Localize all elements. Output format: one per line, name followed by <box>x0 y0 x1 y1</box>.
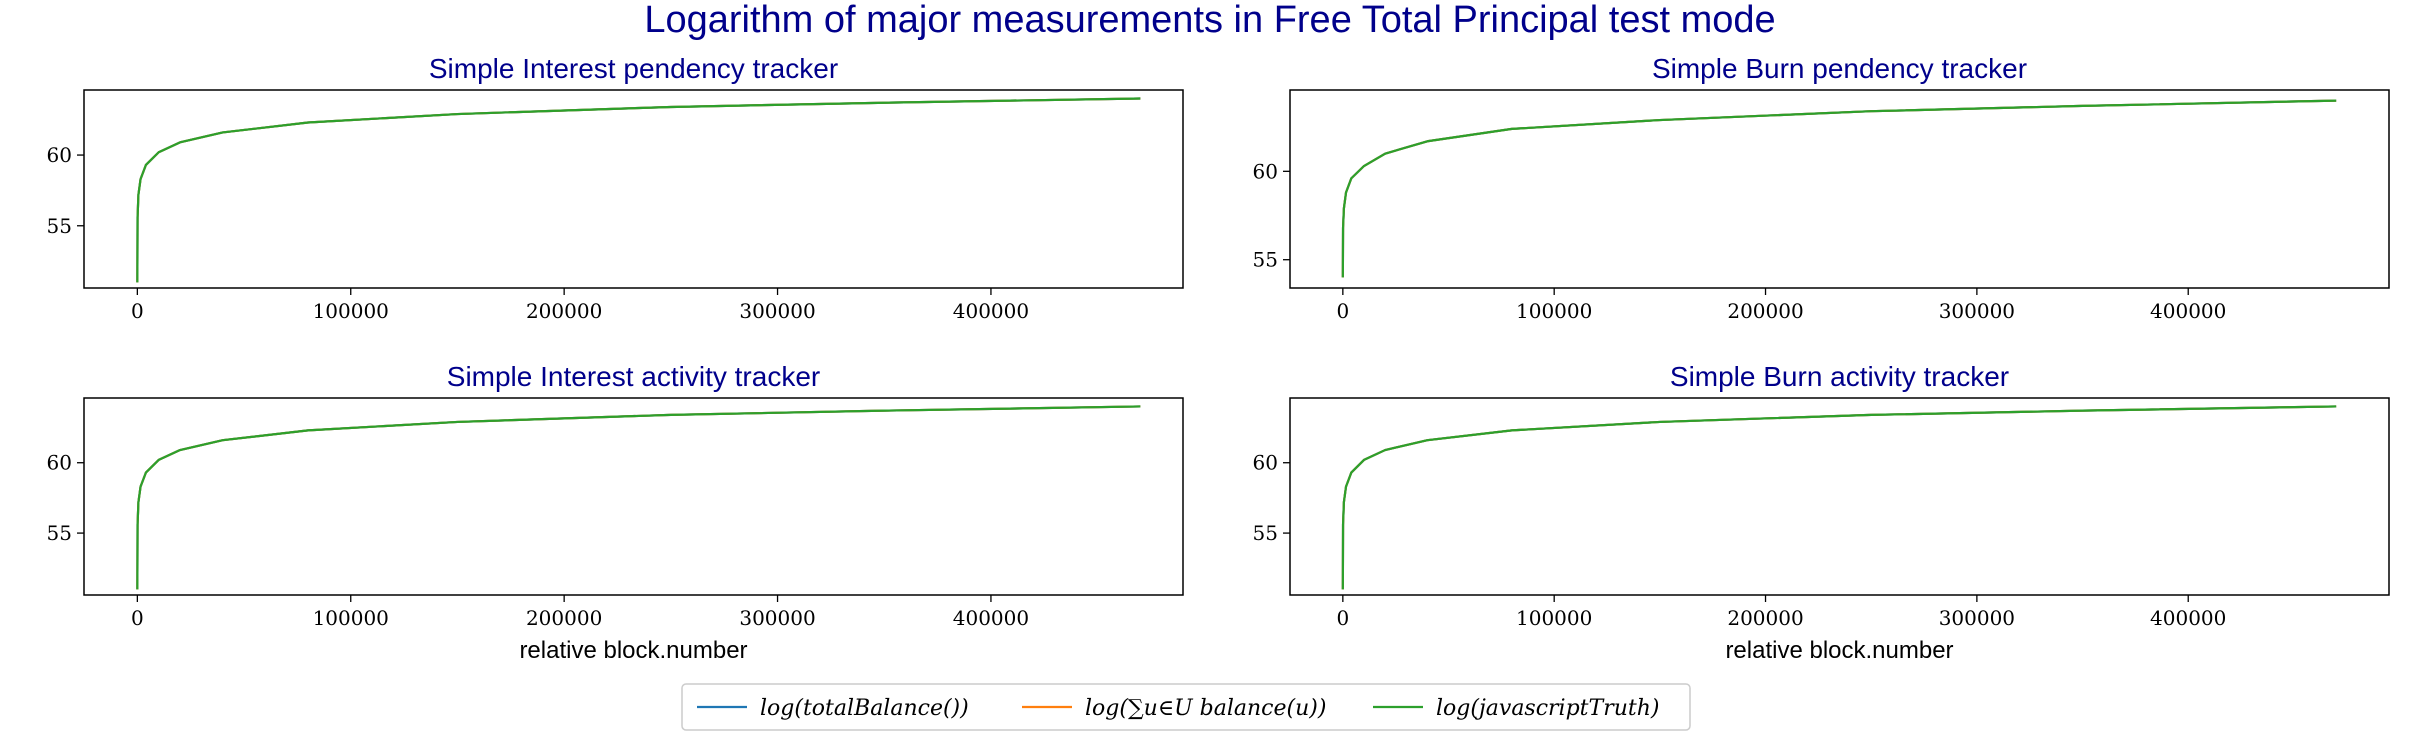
series-line-javascriptTruth <box>1341 405 2337 590</box>
x-tick-label: 400000 <box>2150 606 2226 630</box>
panel-4: Simple Burn activity tracker 0 100000 20000… <box>1253 361 2390 664</box>
x-tick-label: 100000 <box>1516 299 1592 323</box>
series-line-totalBalance <box>136 405 1141 590</box>
x-tick-label: 0 <box>1336 606 1349 630</box>
series-line-sumBalance <box>136 97 1141 283</box>
panels: Simple Interest pendency tracker 0 100000 2… <box>47 53 2390 664</box>
x-axis-label: relative block.number <box>519 637 747 664</box>
x-tick-label: 100000 <box>1516 606 1592 630</box>
axes-frame <box>83 397 1184 596</box>
axes-frame <box>83 89 1184 289</box>
x-tick-label: 300000 <box>1939 606 2015 630</box>
y-tick-label: 55 <box>1253 248 1278 272</box>
legend-label-javascript-truth: log(javascriptTruth) <box>1436 696 1659 721</box>
panel-3: Simple Interest activity tracker 0 100000 2… <box>47 361 1184 664</box>
x-tick-label: 100000 <box>313 606 389 630</box>
x-tick-label: 300000 <box>739 299 815 323</box>
series-line-totalBalance <box>136 97 1141 283</box>
x-tick-label: 200000 <box>1727 606 1803 630</box>
y-tick-label: 55 <box>1253 521 1278 545</box>
y-tick-label: 60 <box>47 451 72 475</box>
panel-title: Simple Burn pendency tracker <box>1652 53 2027 84</box>
panel-title: Simple Interest pendency tracker <box>429 53 838 84</box>
legend-frame <box>681 683 1691 731</box>
x-tick-label: 200000 <box>1727 299 1803 323</box>
axes-frame <box>1289 89 2390 289</box>
x-tick-label: 200000 <box>526 606 602 630</box>
series-line-totalBalance <box>1341 99 2337 278</box>
series-line-sumBalance <box>136 405 1141 590</box>
figure-title: Logarithm of major measurements in Free … <box>644 0 1775 41</box>
series-line-javascriptTruth <box>1341 99 2337 278</box>
panel-title: Simple Interest activity tracker <box>447 361 820 392</box>
panel-1: Simple Interest pendency tracker 0 100000 2… <box>47 53 1184 323</box>
x-tick-label: 0 <box>131 299 144 323</box>
series-line-javascriptTruth <box>136 405 1141 590</box>
legend-label-sum-balance: log(∑u∈U balance(u)) <box>1085 696 1326 721</box>
y-tick-label: 55 <box>47 521 72 545</box>
y-tick-label: 60 <box>47 143 72 167</box>
x-tick-label: 300000 <box>1939 299 2015 323</box>
series-line-totalBalance <box>1341 405 2337 590</box>
y-tick-label: 55 <box>47 214 72 238</box>
series-line-sumBalance <box>1341 405 2337 590</box>
panel-2: Simple Burn pendency tracker 0 100000 20000… <box>1253 53 2390 323</box>
legend-label-total-balance: log(totalBalance()) <box>760 696 969 721</box>
panel-title: Simple Burn activity tracker <box>1670 361 2009 392</box>
series-line-javascriptTruth <box>136 97 1141 283</box>
y-tick-label: 60 <box>1253 451 1278 475</box>
series-line-sumBalance <box>1341 99 2337 278</box>
x-tick-label: 300000 <box>739 606 815 630</box>
x-tick-label: 400000 <box>2150 299 2226 323</box>
x-tick-label: 200000 <box>526 299 602 323</box>
x-tick-label: 0 <box>131 606 144 630</box>
x-tick-label: 0 <box>1336 299 1349 323</box>
x-axis-label: relative block.number <box>1725 637 1953 664</box>
legend: log(totalBalance()) log(∑u∈U balance(u))… <box>681 683 1691 731</box>
x-tick-label: 400000 <box>953 299 1029 323</box>
axes-frame <box>1289 397 2390 596</box>
x-tick-label: 100000 <box>313 299 389 323</box>
x-tick-label: 400000 <box>953 606 1029 630</box>
y-tick-label: 60 <box>1253 159 1278 183</box>
